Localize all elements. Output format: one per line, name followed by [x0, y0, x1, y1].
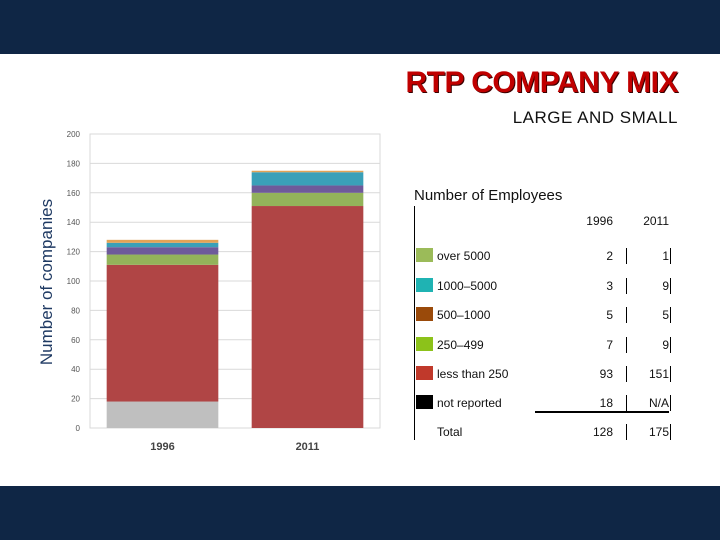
bottom-band: [0, 486, 720, 540]
y-tick-label: 140: [67, 218, 81, 227]
column-divider: [626, 337, 627, 353]
row-value-1996: 3: [606, 279, 613, 293]
column-divider: [670, 307, 671, 323]
x-tick-label: 1996: [150, 441, 174, 453]
bar-layer: [106, 170, 364, 428]
top-band: [0, 0, 720, 54]
column-divider: [626, 248, 627, 264]
row-label: over 5000: [437, 249, 491, 263]
column-divider: [626, 366, 627, 382]
row-value-1996: 5: [606, 308, 613, 322]
column-divider: [670, 424, 671, 440]
bar-segment: [251, 185, 364, 193]
y-tick-label: 60: [71, 336, 80, 345]
y-tick-label: 120: [67, 248, 81, 257]
row-value-2011: 5: [662, 308, 669, 322]
column-divider: [670, 366, 671, 382]
y-tick-label: 40: [71, 365, 80, 374]
y-tick-label: 160: [67, 189, 81, 198]
table-total-row: Total 128 175: [415, 424, 671, 452]
stacked-bar-chart: 0 20 40 60 80 100 120 140 160 180 200 1996 2011 Numb…: [37, 130, 381, 453]
column-divider: [670, 337, 671, 353]
column-divider: [670, 395, 671, 411]
y-tick-label: 180: [67, 159, 81, 168]
legend-swatch: [416, 278, 433, 292]
row-value-2011: N/A: [648, 396, 669, 410]
y-tick-label: 80: [71, 306, 80, 315]
table-header-1996: 1996: [586, 214, 613, 228]
legend-swatch: [416, 337, 433, 351]
table-title: Number of Employees: [414, 187, 563, 204]
total-label: Total: [437, 425, 463, 439]
table-header-2011: 2011: [643, 214, 669, 228]
legend-swatch: [416, 395, 433, 409]
column-divider: [670, 248, 671, 264]
row-label: 1000–5000: [437, 279, 498, 293]
table-row: 1000–5000 3 9: [415, 278, 671, 306]
employee-table: 1996 2011 over 5000 2 1 1000–5000 3 9 50…: [414, 206, 671, 440]
y-axis-label: Number of companies: [37, 199, 56, 365]
table-row: less than 250 93 151: [415, 366, 671, 394]
column-divider: [626, 278, 627, 294]
row-value-2011: 1: [662, 249, 669, 263]
column-divider: [670, 278, 671, 294]
row-label: 250–499: [437, 338, 484, 352]
legend-swatch: [416, 307, 433, 321]
slide-subtitle: LARGE AND SMALL: [512, 108, 678, 127]
bar-segment: [251, 170, 364, 173]
total-value-2011: 175: [648, 425, 669, 439]
legend-swatch: [416, 248, 433, 262]
x-tick-label: 2011: [296, 441, 320, 453]
column-divider: [626, 307, 627, 323]
bar-segment: [106, 247, 219, 255]
slide-title: RTP COMPANY MIX: [405, 66, 678, 99]
row-value-1996: 93: [599, 367, 613, 381]
total-rule: [535, 411, 669, 413]
bar-segment: [106, 254, 219, 265]
row-label: not reported: [437, 396, 502, 410]
table-row: not reported 18 N/A: [415, 395, 671, 423]
y-tick-label: 0: [76, 424, 81, 433]
column-divider: [626, 424, 627, 440]
bar-segment: [106, 264, 219, 402]
row-value-2011: 9: [662, 338, 669, 352]
column-divider: [626, 395, 627, 411]
row-value-1996: 7: [606, 338, 613, 352]
bar-segment: [251, 192, 364, 207]
bar-segment: [106, 242, 219, 248]
row-value-2011: 9: [662, 279, 669, 293]
y-tick-label: 200: [67, 130, 81, 139]
legend-swatch: [416, 366, 433, 380]
row-label: less than 250: [437, 367, 509, 381]
label-layer: 0 20 40 60 80 100 120 140 160 180 200 1996 2011: [67, 130, 320, 453]
bar-segment: [106, 401, 219, 428]
y-tick-label: 100: [67, 277, 81, 286]
total-value-1996: 128: [592, 425, 613, 439]
row-value-1996: 18: [599, 396, 613, 410]
row-value-2011: 151: [648, 367, 669, 381]
y-tick-label: 20: [71, 395, 80, 404]
row-value-1996: 2: [606, 249, 613, 263]
row-label: 500–1000: [437, 308, 491, 322]
bar-segment: [106, 239, 219, 243]
table-row: 250–499 7 9: [415, 337, 671, 365]
table-row: 500–1000 5 5: [415, 307, 671, 335]
bar-segment: [251, 206, 364, 428]
bar-segment: [251, 172, 364, 186]
table-row: over 5000 2 1: [415, 248, 671, 276]
